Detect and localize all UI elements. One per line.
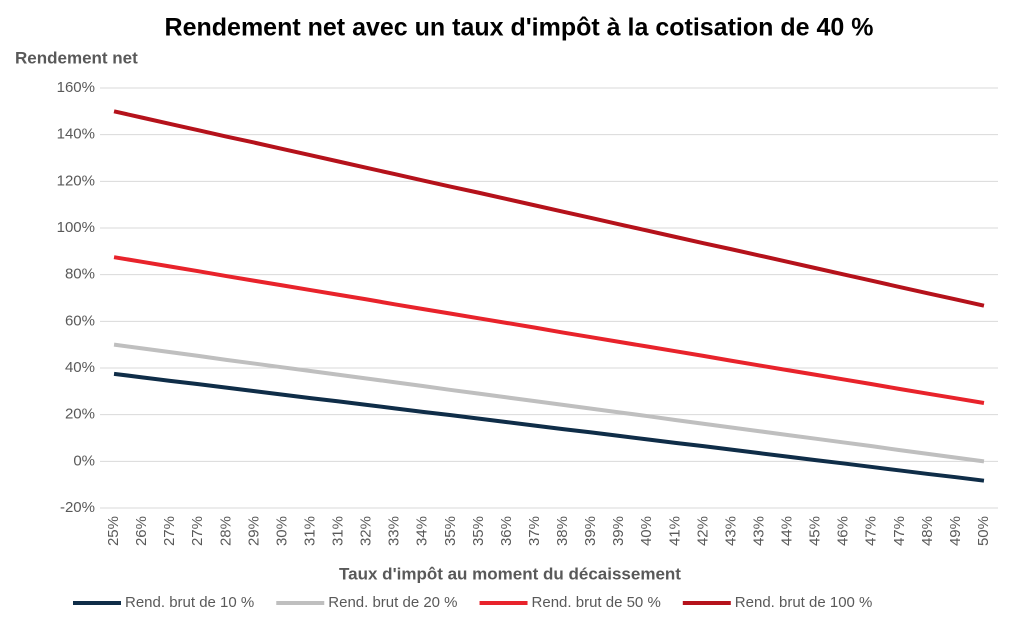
x-tick-label: 43% xyxy=(750,516,767,546)
y-tick-label: 140% xyxy=(57,126,95,143)
x-tick-label: 44% xyxy=(779,516,796,546)
x-tick-label: 35% xyxy=(442,516,459,546)
x-tick-label: 39% xyxy=(610,516,627,546)
y-tick-label: 40% xyxy=(65,359,95,376)
y-tick-label: 0% xyxy=(73,452,95,469)
y-tick-label: 80% xyxy=(65,266,95,283)
x-tick-label: 47% xyxy=(863,516,880,546)
line-series xyxy=(113,109,985,308)
x-tick-label: 37% xyxy=(526,516,543,546)
legend-label: Rend. brut de 10 % xyxy=(125,594,254,611)
x-tick-label: 31% xyxy=(330,516,347,546)
y-tick-label: 160% xyxy=(57,79,95,96)
line-series xyxy=(113,255,985,405)
x-tick-label: 31% xyxy=(301,516,318,546)
x-tick-label: 48% xyxy=(919,516,936,546)
y-tick-label: 120% xyxy=(57,172,95,189)
legend-label: Rend. brut de 100 % xyxy=(735,594,873,611)
y-tick-label: 100% xyxy=(57,219,95,236)
line-series xyxy=(113,371,985,483)
x-tick-label: 47% xyxy=(891,516,908,546)
x-tick-label: 35% xyxy=(470,516,487,546)
x-tick-label: 33% xyxy=(386,516,403,546)
y-axis-title: Rendement net xyxy=(15,48,138,67)
chart-title: Rendement net avec un taux d'impôt à la … xyxy=(165,14,874,42)
x-tick-label: 50% xyxy=(975,516,992,546)
y-tick-label: 60% xyxy=(65,312,95,329)
x-tick-label: 25% xyxy=(105,516,122,546)
x-tick-label: 29% xyxy=(245,516,262,546)
line-series xyxy=(113,342,985,464)
x-tick-label: 27% xyxy=(161,516,178,546)
x-tick-label: 43% xyxy=(722,516,739,546)
x-tick-label: 28% xyxy=(217,516,234,546)
x-tick-label: 36% xyxy=(498,516,515,546)
x-tick-label: 27% xyxy=(189,516,206,546)
x-tick-label: 49% xyxy=(947,516,964,546)
x-tick-label: 32% xyxy=(358,516,375,546)
legend-label: Rend. brut de 50 % xyxy=(532,594,661,611)
y-tick-label: -20% xyxy=(60,499,95,516)
x-tick-label: 30% xyxy=(273,516,290,546)
x-tick-label: 26% xyxy=(133,516,150,546)
legend-label: Rend. brut de 20 % xyxy=(328,594,457,611)
x-tick-label: 38% xyxy=(554,516,571,546)
x-tick-label: 34% xyxy=(414,516,431,546)
x-tick-label: 42% xyxy=(694,516,711,546)
x-axis-title: Taux d'impôt au moment du décaissement xyxy=(339,564,681,583)
x-tick-label: 39% xyxy=(582,516,599,546)
y-tick-label: 20% xyxy=(65,406,95,423)
x-tick-label: 45% xyxy=(807,516,824,546)
x-tick-label: 40% xyxy=(638,516,655,546)
x-tick-label: 46% xyxy=(835,516,852,546)
x-tick-label: 41% xyxy=(666,516,683,546)
